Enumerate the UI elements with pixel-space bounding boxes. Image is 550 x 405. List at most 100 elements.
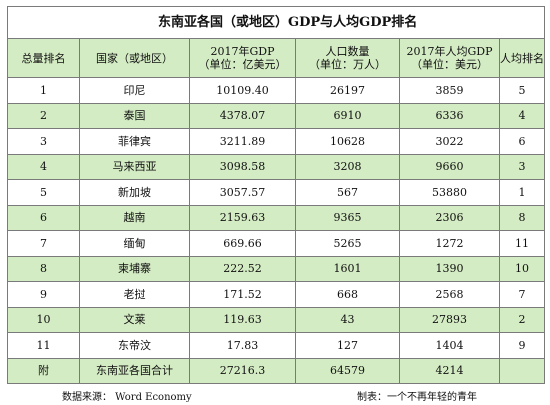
header-gdp-per-capita-label: 2017年人均GDP bbox=[406, 45, 493, 58]
table-row: 9 老挝 171.52 668 2568 7 bbox=[7, 281, 546, 308]
country-cell: 越南 bbox=[79, 204, 190, 231]
rank-cell: 1 bbox=[7, 77, 80, 104]
gdp-cell: 119.63 bbox=[189, 306, 296, 333]
gdp-cell: 3057.57 bbox=[189, 179, 296, 206]
header-population-unit: （单位：万人） bbox=[309, 58, 386, 71]
rank-cell: 3 bbox=[7, 128, 80, 155]
population-cell: 3208 bbox=[295, 153, 400, 180]
gdp-cell: 17.83 bbox=[189, 332, 296, 359]
table-title: 东南亚各国（或地区）GDP与人均GDP排名 bbox=[6, 6, 546, 39]
population-cell: 668 bbox=[295, 281, 400, 308]
gdp-per-capita-cell: 1390 bbox=[399, 255, 500, 282]
gdp-per-capita-cell: 3859 bbox=[399, 77, 500, 104]
country-cell: 柬埔寨 bbox=[79, 255, 190, 282]
gdp-cell: 3098.58 bbox=[189, 153, 296, 180]
population-cell: 10628 bbox=[295, 128, 400, 155]
table-row: 附东南亚各国合计 27216.3 64579 4214 bbox=[7, 357, 546, 384]
header-country: 国家（或地区） bbox=[79, 38, 190, 78]
gdp-per-capita-cell: 3022 bbox=[399, 128, 500, 155]
table-row: 8 柬埔寨 222.52 1601 1390 10 bbox=[7, 255, 546, 282]
country-cell: 东帝汶 bbox=[79, 332, 190, 359]
rank-cell: 5 bbox=[7, 179, 80, 206]
gdp-cell: 171.52 bbox=[189, 281, 296, 308]
header-row: 总量排名 国家（或地区） 2017年GDP （单位：亿美元） 人口数量 （单位：… bbox=[7, 38, 546, 78]
table-row: 10 文莱 119.63 43 27893 2 bbox=[7, 306, 546, 333]
table-row: 5 新加坡 3057.57 567 53880 1 bbox=[7, 179, 546, 206]
population-cell: 5265 bbox=[295, 230, 400, 257]
country-cell: 老挝 bbox=[79, 281, 190, 308]
gdp-cell: 669.66 bbox=[189, 230, 296, 257]
rank-cell: 2 bbox=[7, 102, 80, 129]
population-cell: 26197 bbox=[295, 77, 400, 104]
table-maker: 制表：一个不再年轻的青年 bbox=[357, 392, 477, 403]
header-gdp: 2017年GDP （单位：亿美元） bbox=[189, 38, 296, 78]
gdp-per-capita-cell: 27893 bbox=[399, 306, 500, 333]
per-capita-rank-cell: 7 bbox=[498, 281, 546, 308]
per-capita-rank-cell: 11 bbox=[498, 230, 546, 257]
population-cell: 1601 bbox=[295, 255, 400, 282]
table-title-row: 东南亚各国（或地区）GDP与人均GDP排名 bbox=[6, 6, 546, 39]
population-cell: 6910 bbox=[295, 102, 400, 129]
header-gdp-per-capita-unit: （单位：美元） bbox=[411, 58, 488, 71]
country-cell: 马来西亚 bbox=[79, 153, 190, 180]
gdp-per-capita-cell: 4214 bbox=[399, 357, 500, 384]
gdp-cell: 222.52 bbox=[189, 255, 296, 282]
table-row: 11 东帝汶 17.83 127 1404 9 bbox=[7, 332, 546, 359]
gdp-per-capita-cell: 53880 bbox=[399, 179, 500, 206]
country-cell: 新加坡 bbox=[79, 179, 190, 206]
per-capita-rank-cell: 6 bbox=[498, 128, 546, 155]
header-country-label: 国家（或地区） bbox=[96, 51, 173, 65]
population-cell: 127 bbox=[295, 332, 400, 359]
per-capita-rank-cell: 4 bbox=[498, 102, 546, 129]
header-rank: 总量排名 bbox=[7, 38, 80, 78]
rank-cell: 7 bbox=[7, 230, 80, 257]
per-capita-rank-cell: 1 bbox=[498, 179, 546, 206]
per-capita-rank-cell bbox=[498, 357, 546, 384]
gdp-table: 东南亚各国（或地区）GDP与人均GDP排名 总量排名 国家（或地区） 2017年… bbox=[6, 6, 546, 384]
header-per-capita-rank-label: 人均排名 bbox=[500, 51, 545, 65]
data-source: 数据来源： Word Economy bbox=[62, 392, 192, 403]
per-capita-rank-cell: 8 bbox=[498, 204, 546, 231]
per-capita-rank-cell: 2 bbox=[498, 306, 546, 333]
rank-cell: 4 bbox=[7, 153, 80, 180]
per-capita-rank-cell: 10 bbox=[498, 255, 546, 282]
population-cell: 9365 bbox=[295, 204, 400, 231]
country-cell: 印尼 bbox=[79, 77, 190, 104]
header-gdp-label: 2017年GDP bbox=[210, 45, 275, 58]
header-gdp-per-capita: 2017年人均GDP （单位：美元） bbox=[399, 38, 500, 78]
rank-cell: 附 bbox=[7, 357, 80, 384]
rank-cell: 8 bbox=[7, 255, 80, 282]
rank-cell: 11 bbox=[7, 332, 80, 359]
gdp-per-capita-cell: 6336 bbox=[399, 102, 500, 129]
per-capita-rank-cell: 9 bbox=[498, 332, 546, 359]
country-cell: 东南亚各国合计 bbox=[79, 357, 190, 384]
table-row: 3 菲律宾 3211.89 10628 3022 6 bbox=[7, 128, 546, 155]
table-row: 2 泰国 4378.07 6910 6336 4 bbox=[7, 102, 546, 129]
country-cell: 泰国 bbox=[79, 102, 190, 129]
header-per-capita-rank: 人均排名 bbox=[498, 38, 546, 78]
table-body: 1 印尼 10109.40 26197 3859 5 2 泰国 4378.07 6910 6336 4… bbox=[7, 77, 546, 384]
gdp-cell: 4378.07 bbox=[189, 102, 296, 129]
header-rank-label: 总量排名 bbox=[21, 51, 66, 65]
country-cell: 文莱 bbox=[79, 306, 190, 333]
population-cell: 43 bbox=[295, 306, 400, 333]
table-row: 4 马来西亚 3098.58 3208 9660 3 bbox=[7, 153, 546, 180]
per-capita-rank-cell: 3 bbox=[498, 153, 546, 180]
header-population-label: 人口数量 bbox=[325, 45, 370, 58]
rank-cell: 6 bbox=[7, 204, 80, 231]
rank-cell: 10 bbox=[7, 306, 80, 333]
gdp-cell: 10109.40 bbox=[189, 77, 296, 104]
table-row: 6 越南 2159.63 9365 2306 8 bbox=[7, 204, 546, 231]
table-footer: 数据来源： Word Economy 制表：一个不再年轻的青年 bbox=[0, 386, 550, 404]
gdp-cell: 2159.63 bbox=[189, 204, 296, 231]
gdp-per-capita-cell: 2568 bbox=[399, 281, 500, 308]
table-row: 7 缅甸 669.66 5265 1272 11 bbox=[7, 230, 546, 257]
country-cell: 缅甸 bbox=[79, 230, 190, 257]
gdp-per-capita-cell: 2306 bbox=[399, 204, 500, 231]
gdp-per-capita-cell: 9660 bbox=[399, 153, 500, 180]
population-cell: 64579 bbox=[295, 357, 400, 384]
gdp-per-capita-cell: 1404 bbox=[399, 332, 500, 359]
header-gdp-unit: （单位：亿美元） bbox=[198, 58, 287, 71]
country-cell: 菲律宾 bbox=[79, 128, 190, 155]
